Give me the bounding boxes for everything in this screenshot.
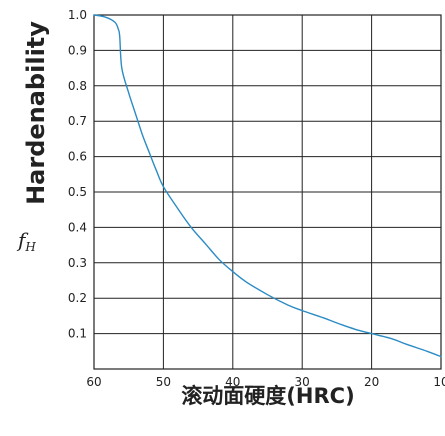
y-tick-labels: 1.0 0.9 0.8 0.7 0.6 0.5 0.4 0.3 0.2 0.1 [68, 8, 87, 341]
series-layer [93, 14, 442, 358]
y-axis-symbol-subscript: H [24, 240, 36, 254]
x-axis-label: 滚动面硬度(HRC) [181, 384, 354, 408]
y-tick-label: 0.6 [68, 150, 87, 164]
y-tick-label: 1.0 [68, 8, 87, 22]
y-axis-label: Hardenability [22, 21, 50, 205]
x-tick-labels: 60 50 40 30 20 10 [86, 375, 445, 389]
y-tick-label: 0.2 [68, 291, 87, 305]
plot-frame [93, 14, 442, 370]
grid [93, 14, 442, 369]
x-tick-label: 50 [156, 375, 171, 389]
y-tick-label: 0.4 [68, 220, 87, 234]
y-axis-symbol: fH [16, 228, 36, 254]
y-tick-label: 0.8 [68, 79, 87, 93]
y-tick-label: 0.1 [68, 327, 87, 341]
x-tick-label: 20 [364, 375, 379, 389]
x-tick-label: 60 [86, 375, 101, 389]
x-tick-label: 30 [295, 375, 310, 389]
y-tick-label: 0.3 [68, 256, 87, 270]
x-tick-label: 40 [225, 375, 240, 389]
y-tick-label: 0.5 [68, 185, 87, 199]
y-tick-label: 0.7 [68, 114, 87, 128]
series-line [93, 14, 442, 358]
y-tick-label: 0.9 [68, 43, 87, 57]
x-tick-label: 10 [433, 375, 445, 389]
